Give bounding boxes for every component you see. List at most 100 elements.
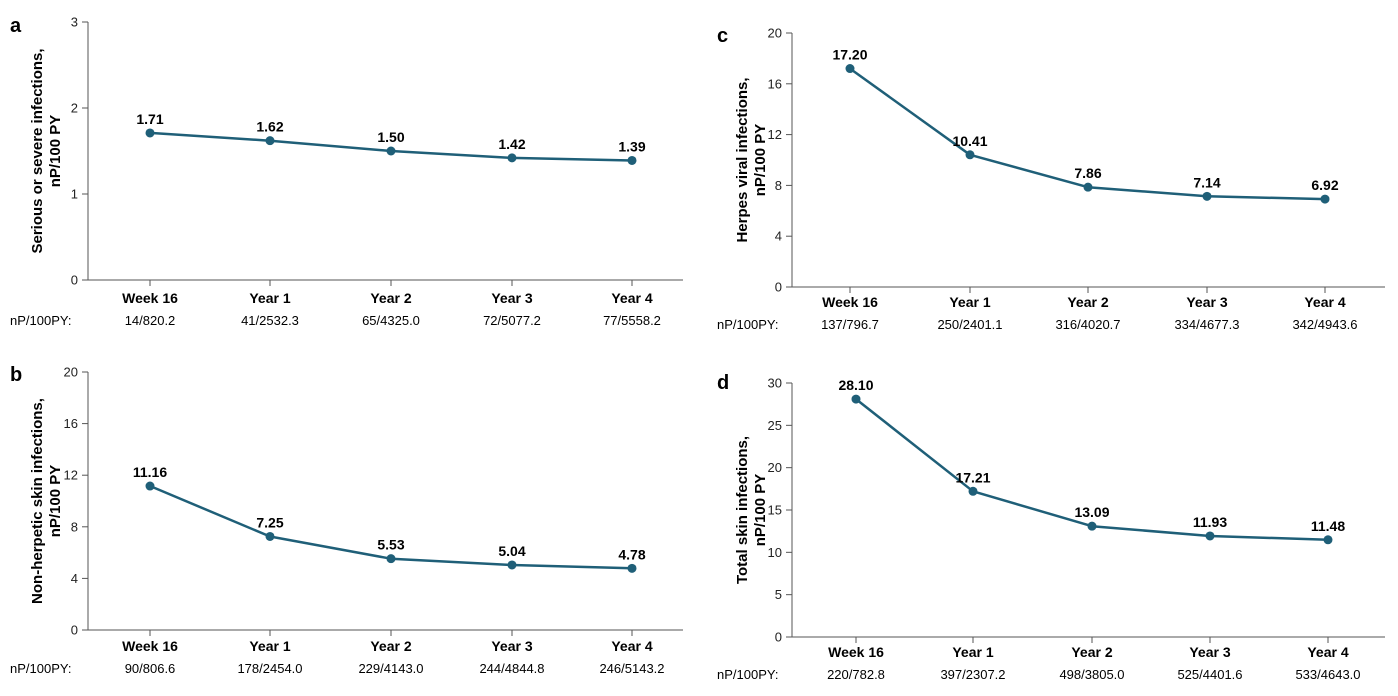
data-label: 17.21 <box>955 469 990 485</box>
y-axis-label-line: nP/100 PY <box>752 474 769 547</box>
row-value: 316/4020.7 <box>1055 317 1120 332</box>
y-tick-label: 20 <box>64 365 78 380</box>
row-value: 244/4844.8 <box>479 661 544 676</box>
x-tick-label: Year 3 <box>491 638 532 654</box>
y-tick-label: 20 <box>768 26 782 41</box>
data-point <box>1083 182 1093 192</box>
y-tick-label: 16 <box>64 416 78 431</box>
y-tick-label: 0 <box>71 623 78 638</box>
data-label: 6.92 <box>1311 177 1338 193</box>
panel-letter: a <box>10 15 22 37</box>
data-label: 7.25 <box>256 514 283 530</box>
data-label: 1.62 <box>256 119 283 135</box>
data-point <box>968 486 978 496</box>
y-tick-label: 5 <box>775 587 782 602</box>
data-label: 17.20 <box>832 47 867 63</box>
y-tick-label: 4 <box>775 229 782 244</box>
y-tick-label: 20 <box>768 460 782 475</box>
x-tick-label: Week 16 <box>122 638 178 654</box>
x-tick-label: Year 1 <box>952 644 993 660</box>
data-point <box>386 554 396 564</box>
data-point <box>507 560 517 570</box>
y-tick-label: 10 <box>768 545 782 560</box>
row-label: nP/100PY: <box>10 313 71 328</box>
x-tick-label: Week 16 <box>828 644 884 660</box>
data-label: 5.04 <box>498 543 525 559</box>
x-tick-label: Year 3 <box>1186 294 1227 310</box>
data-point <box>851 394 861 404</box>
row-value: 220/782.8 <box>827 667 885 682</box>
data-point <box>965 150 975 160</box>
data-label: 11.16 <box>133 464 167 480</box>
row-value: 229/4143.0 <box>358 661 423 676</box>
data-point <box>1320 194 1330 204</box>
y-tick-label: 15 <box>768 503 782 518</box>
row-value: 498/3805.0 <box>1059 667 1124 682</box>
row-label: nP/100PY: <box>10 661 71 676</box>
x-tick-label: Year 2 <box>1071 644 1112 660</box>
x-tick-label: Year 4 <box>1304 294 1345 310</box>
data-label: 13.09 <box>1074 504 1109 520</box>
y-tick-label: 8 <box>71 519 78 534</box>
y-tick-label: 30 <box>768 376 782 391</box>
x-tick-label: Year 1 <box>949 294 990 310</box>
row-value: 90/806.6 <box>125 661 176 676</box>
x-tick-label: Year 3 <box>1189 644 1230 660</box>
y-tick-label: 0 <box>775 280 782 295</box>
x-tick-label: Year 2 <box>370 290 411 306</box>
x-tick-label: Year 1 <box>249 638 290 654</box>
y-tick-label: 8 <box>775 178 782 193</box>
y-axis-label: Non-herpetic skin infections,nP/100 PY <box>29 398 64 604</box>
data-label: 11.93 <box>1193 514 1227 530</box>
row-value: 334/4677.3 <box>1174 317 1239 332</box>
row-label: nP/100PY: <box>717 667 778 682</box>
row-value: 72/5077.2 <box>483 313 541 328</box>
chart-panel-a: a Serious or severe infections,nP/100 PY 0… <box>10 15 683 328</box>
y-axis-label-line: Total skin infections, <box>734 436 751 584</box>
row-value: 342/4943.6 <box>1292 317 1357 332</box>
row-value: 525/4401.6 <box>1177 667 1242 682</box>
x-tick-label: Year 2 <box>1067 294 1108 310</box>
y-axis-label-line: Non-herpetic skin infections, <box>29 398 46 604</box>
data-label: 5.53 <box>377 537 404 553</box>
row-value: 77/5558.2 <box>603 313 661 328</box>
x-tick-label: Week 16 <box>122 290 178 306</box>
chart-panel-c: c Herpes viral infections,nP/100 PY 0 4 8 12 1… <box>717 25 1385 332</box>
x-tick-label: Week 16 <box>822 294 878 310</box>
data-point <box>386 146 396 156</box>
y-axis-label-line: nP/100 PY <box>47 115 64 188</box>
data-label: 11.48 <box>1311 518 1345 534</box>
data-point <box>627 155 637 165</box>
data-label: 1.42 <box>498 136 525 152</box>
y-tick-label: 0 <box>71 273 78 288</box>
y-tick-label: 3 <box>71 15 78 30</box>
y-axis-label-line: nP/100 PY <box>752 124 769 197</box>
data-label: 4.78 <box>618 546 645 562</box>
data-point <box>1202 191 1212 201</box>
y-axis-label: Herpes viral infections,nP/100 PY <box>734 77 769 242</box>
chart-panel-b: b Non-herpetic skin infections,nP/100 PY 0… <box>10 364 683 676</box>
row-value: 178/2454.0 <box>237 661 302 676</box>
row-value: 14/820.2 <box>125 313 176 328</box>
data-label: 7.14 <box>1193 174 1220 190</box>
data-point <box>1087 521 1097 531</box>
data-point <box>627 563 637 573</box>
row-value: 41/2532.3 <box>241 313 299 328</box>
y-tick-label: 2 <box>71 101 78 116</box>
y-axis-label-line: Herpes viral infections, <box>734 77 751 242</box>
x-tick-label: Year 1 <box>249 290 290 306</box>
panel-letter: d <box>717 372 729 394</box>
data-label: 10.41 <box>952 133 987 149</box>
row-value: 397/2307.2 <box>940 667 1005 682</box>
data-point <box>145 128 155 138</box>
row-value: 250/2401.1 <box>937 317 1002 332</box>
row-value: 533/4643.0 <box>1295 667 1360 682</box>
y-tick-label: 1 <box>71 187 78 202</box>
chart-panel-d: d Total skin infections,nP/100 PY 0 5 10 15 20… <box>717 372 1385 682</box>
x-tick-label: Year 4 <box>611 638 652 654</box>
y-axis-label-line: nP/100 PY <box>47 465 64 538</box>
data-point <box>1205 531 1215 541</box>
data-label: 28.10 <box>838 377 873 393</box>
data-label: 1.71 <box>136 111 163 127</box>
